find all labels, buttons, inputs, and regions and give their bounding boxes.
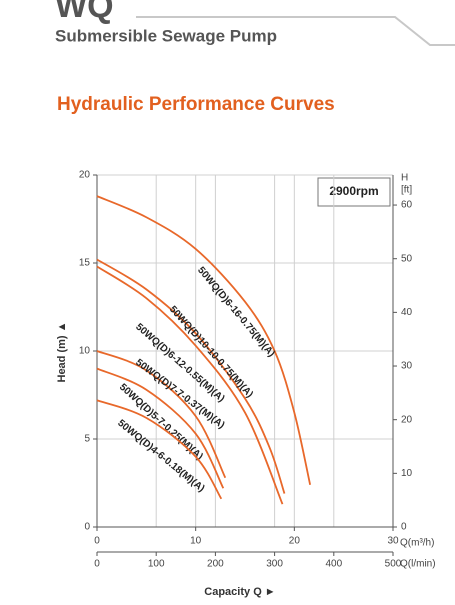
x2-tick-label: 300 <box>266 559 283 570</box>
y2-tick-label: 30 <box>401 361 413 372</box>
y2-tick-label: 20 <box>401 414 413 425</box>
y2-tick-label: 50 <box>401 253 413 264</box>
y2-tick-label: 10 <box>401 468 413 479</box>
x2-axis-unit: Q(l/min) <box>400 559 436 570</box>
y-tick-label: 20 <box>79 170 91 181</box>
curve <box>96 350 227 479</box>
y-tick-label: 5 <box>84 434 90 445</box>
curve <box>96 399 223 500</box>
x-tick-label: 0 <box>94 536 100 547</box>
y2-tick-label: 60 <box>401 200 413 211</box>
x2-tick-label: 0 <box>94 559 100 570</box>
x-axis-unit: Q(m³/h) <box>400 538 434 549</box>
y2-tick-label: 0 <box>401 522 407 533</box>
x2-tick-label: 200 <box>207 559 224 570</box>
curve <box>96 258 286 494</box>
y-tick-label: 15 <box>79 258 91 269</box>
brand: WQ <box>55 0 114 25</box>
x-tick-label: 20 <box>289 536 301 547</box>
curve <box>96 265 284 505</box>
curve <box>96 195 311 485</box>
y-axis-label: Head (m) ▲ <box>56 321 68 382</box>
header-rule <box>136 16 455 46</box>
x-axis-label: Capacity Q ► <box>204 586 275 598</box>
x2-tick-label: 100 <box>148 559 165 570</box>
y2-tick-label: 40 <box>401 307 413 318</box>
y2-axis-unit: [ft] <box>401 185 412 196</box>
curve <box>96 367 225 489</box>
chart-title: Hydraulic Performance Curves <box>57 94 335 115</box>
x2-tick-label: 400 <box>325 559 342 570</box>
x-tick-label: 30 <box>387 536 399 547</box>
x2-tick-label: 500 <box>385 559 402 570</box>
x-tick-label: 10 <box>190 536 202 547</box>
product: Submersible Sewage Pump <box>55 26 277 45</box>
annotation: 2900rpm <box>329 184 378 198</box>
y2-axis-label: H <box>401 173 408 184</box>
y-tick-label: 0 <box>84 522 90 533</box>
y-tick-label: 10 <box>79 346 91 357</box>
annotation-box <box>317 177 391 207</box>
